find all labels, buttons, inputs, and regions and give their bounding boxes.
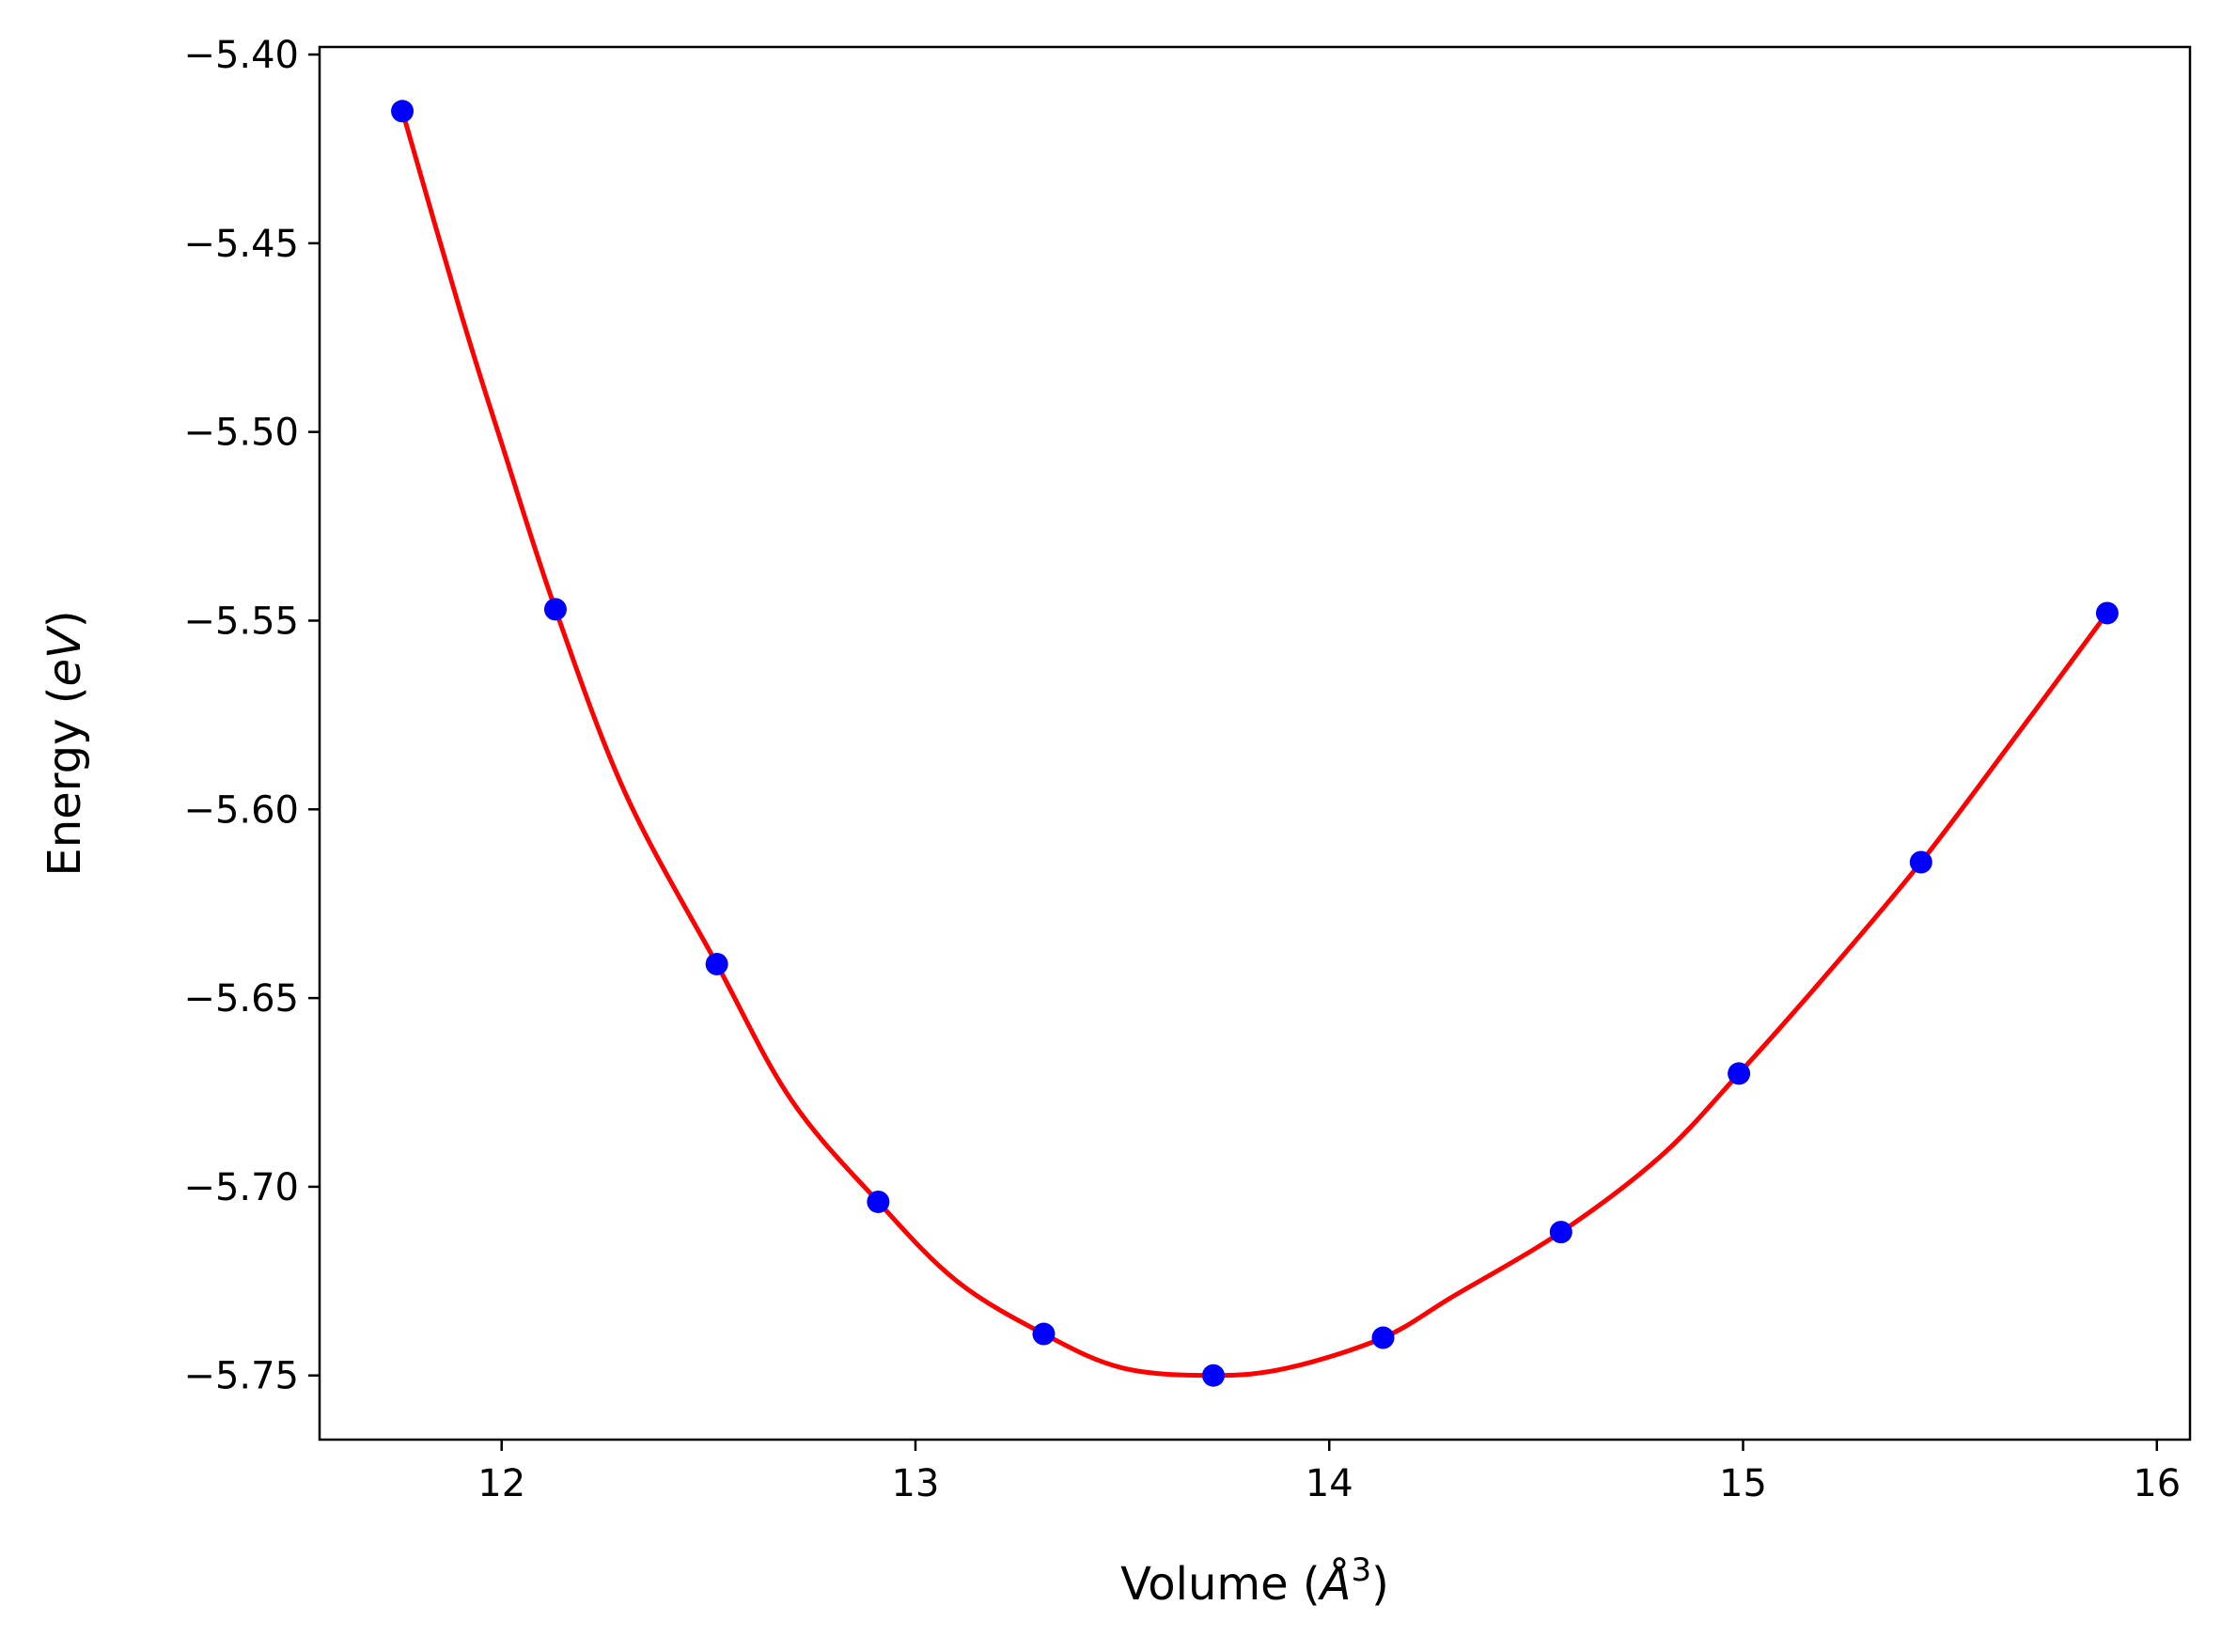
data-point [1909, 850, 1932, 874]
x-axis-title: Volume (Å3) [1120, 1551, 1389, 1611]
data-point [391, 100, 414, 123]
y-tick-label: −5.55 [183, 600, 299, 643]
data-point [705, 952, 728, 975]
x-tick-label: 12 [477, 1462, 525, 1505]
data-point [1728, 1062, 1751, 1085]
data-point [1032, 1322, 1056, 1346]
y-tick-label: −5.75 [183, 1355, 299, 1398]
y-axis-ticks: −5.40 −5.45 −5.50 −5.55 −5.60 −5.65 −5.70 −5.75 [183, 34, 320, 1398]
x-tick-label: 15 [1719, 1462, 1767, 1505]
x-tick-label: 16 [2133, 1462, 2181, 1505]
data-point [867, 1190, 890, 1213]
y-tick-label: −5.60 [183, 788, 299, 832]
data-point [1371, 1326, 1395, 1349]
x-axis-ticks: 12 13 14 15 16 [477, 1440, 2181, 1505]
plot-frame [318, 45, 2192, 1442]
y-tick-label: −5.50 [183, 412, 299, 455]
y-axis-title: Energy (eV) [39, 610, 91, 876]
y-tick-label: −5.40 [183, 34, 299, 77]
plot-content [391, 100, 2119, 1387]
data-point [1549, 1221, 1572, 1244]
data-point [1201, 1364, 1225, 1387]
data-point [2095, 601, 2119, 625]
y-tick-label: −5.70 [183, 1166, 299, 1209]
y-tick-label: −5.45 [183, 223, 299, 266]
x-tick-label: 13 [892, 1462, 940, 1505]
x-tick-label: 14 [1306, 1462, 1353, 1505]
data-point [543, 598, 567, 621]
y-tick-label: −5.65 [183, 977, 299, 1021]
